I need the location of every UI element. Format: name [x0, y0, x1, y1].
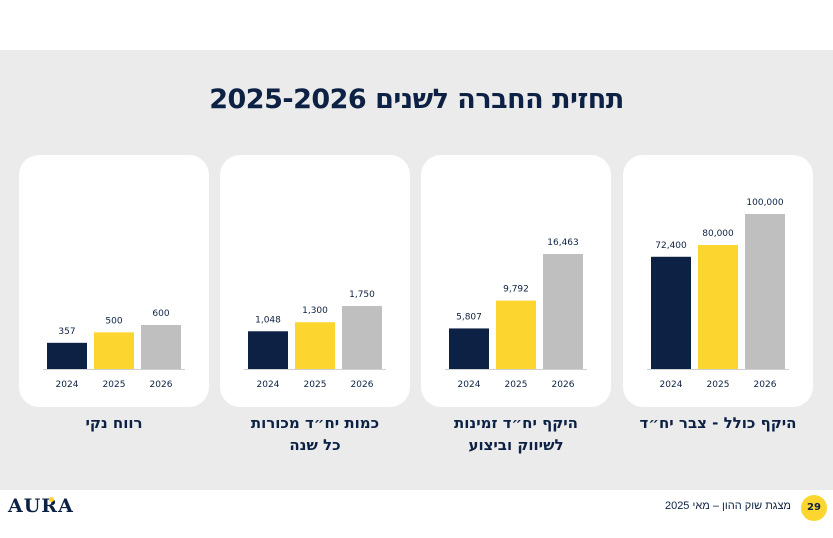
- caption-total-backlog: היקף כולל - צבר יח״ד: [623, 412, 813, 434]
- x-tick-2024: 2024: [660, 380, 683, 390]
- bar-2026: [141, 325, 181, 369]
- bar-2024: [651, 256, 691, 369]
- chart-card-available-units: 5,807 2024 9,792 2025 16,463 2026: [421, 155, 611, 407]
- x-tick-2026: 2026: [351, 380, 374, 390]
- caption-line: לשיווק וביצוע: [468, 436, 564, 454]
- bar-2026: [342, 306, 382, 369]
- x-tick-2025: 2025: [103, 380, 126, 390]
- bar-2024: [47, 342, 87, 369]
- logo-dot-icon: [49, 497, 54, 502]
- chart-card-net-profit: 357 2024 500 2025 600 2026: [19, 155, 209, 407]
- caption-line: כל שנה: [289, 436, 341, 454]
- bar-2025: [698, 245, 738, 369]
- x-tick-2024: 2024: [458, 380, 481, 390]
- data-label-2024: 1,048: [255, 315, 281, 325]
- chart-total-backlog: 72,400 2024 80,000 2025 100,000 2026: [647, 198, 789, 390]
- data-label-2026: 16,463: [547, 238, 579, 248]
- caption-net-profit: רווח נקי: [19, 412, 209, 434]
- x-tick-2024: 2024: [257, 380, 280, 390]
- data-label-2026: 100,000: [746, 198, 783, 208]
- x-tick-2025: 2025: [505, 380, 528, 390]
- chart-card-units-sold: 1,048 2024 1,300 2025 1,750 2026: [220, 155, 410, 407]
- bar-2024: [449, 328, 489, 369]
- data-label-2026: 600: [152, 309, 169, 319]
- bar-2025: [94, 332, 134, 369]
- bar-2024: [248, 331, 288, 369]
- caption-available-units: היקף יח״ד זמינות לשיווק וביצוע: [421, 412, 611, 456]
- chart-card-total-backlog: 72,400 2024 80,000 2025 100,000 2026: [623, 155, 813, 407]
- data-label-2026: 1,750: [349, 290, 375, 300]
- caption-line: רווח נקי: [85, 414, 143, 432]
- company-logo: AURA: [8, 495, 74, 517]
- bar-2025: [295, 322, 335, 369]
- page-title: תחזית החברה לשנים 2025-2026: [209, 84, 624, 115]
- data-label-2025: 9,792: [503, 285, 529, 295]
- caption-units-sold: כמות יח״ד מכורות כל שנה: [220, 412, 410, 456]
- data-label-2025: 1,300: [302, 306, 328, 316]
- chart-available-units: 5,807 2024 9,792 2025 16,463 2026: [445, 238, 587, 390]
- x-tick-2026: 2026: [552, 380, 575, 390]
- page-number-badge: 29: [801, 495, 827, 521]
- caption-line: היקף כולל - צבר יח״ד: [639, 414, 797, 432]
- caption-line: היקף יח״ד זמינות: [454, 414, 578, 432]
- bar-2026: [745, 214, 785, 369]
- chart-units-sold: 1,048 2024 1,300 2025 1,750 2026: [244, 290, 386, 390]
- data-label-2025: 80,000: [702, 229, 734, 239]
- bar-2026: [543, 254, 583, 369]
- data-label-2024: 72,400: [655, 241, 687, 251]
- data-label-2024: 357: [58, 327, 75, 337]
- x-tick-2026: 2026: [754, 380, 777, 390]
- data-label-2024: 5,807: [456, 312, 482, 322]
- bar-2025: [496, 300, 536, 369]
- x-tick-2025: 2025: [304, 380, 327, 390]
- caption-line: כמות יח״ד מכורות: [250, 414, 380, 432]
- x-tick-2024: 2024: [56, 380, 79, 390]
- x-tick-2026: 2026: [150, 380, 173, 390]
- chart-net-profit: 357 2024 500 2025 600 2026: [43, 309, 185, 390]
- footer-text: מצגת שוק ההון – מאי 2025: [664, 500, 791, 512]
- data-label-2025: 500: [105, 316, 122, 326]
- x-tick-2025: 2025: [707, 380, 730, 390]
